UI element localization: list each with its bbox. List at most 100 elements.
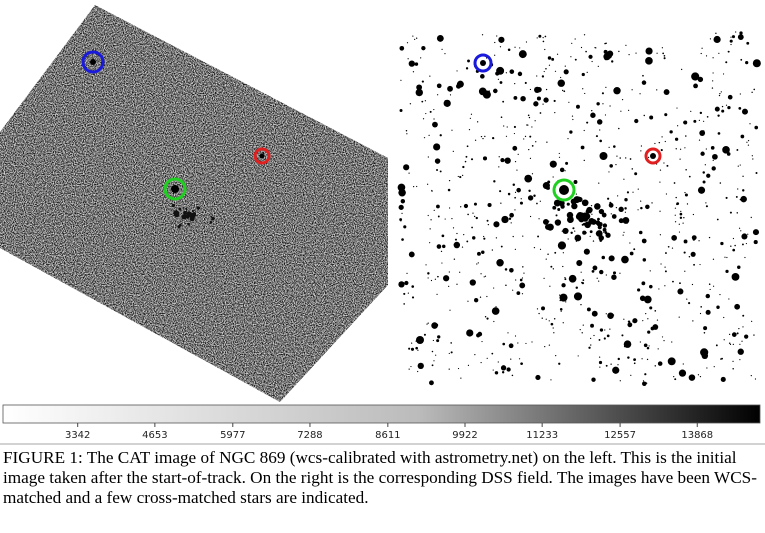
star (740, 58, 743, 61)
star (557, 241, 567, 250)
star (581, 72, 585, 77)
star (449, 94, 452, 96)
star (512, 183, 516, 187)
star (642, 258, 647, 262)
star (709, 288, 711, 291)
star (558, 152, 560, 155)
colorbar-tick-label: 11233 (526, 430, 558, 441)
star (690, 251, 696, 257)
star (723, 316, 725, 319)
dss-image (397, 30, 761, 387)
star (712, 153, 718, 160)
star (645, 57, 653, 65)
star (582, 88, 584, 90)
star (412, 71, 415, 73)
star (542, 103, 544, 105)
star (603, 49, 608, 54)
star (574, 230, 576, 232)
star (415, 346, 418, 350)
star (559, 308, 563, 311)
star (609, 201, 612, 204)
star (618, 127, 620, 130)
star (700, 348, 709, 357)
star (719, 293, 721, 296)
star (646, 346, 650, 350)
star (747, 144, 750, 146)
star (705, 293, 710, 299)
star (434, 158, 441, 164)
star (612, 366, 620, 374)
star (565, 301, 567, 303)
star (683, 120, 688, 125)
star (611, 214, 617, 219)
star (642, 381, 647, 387)
star (531, 145, 534, 147)
star (591, 213, 593, 215)
star (502, 342, 506, 346)
star (663, 162, 665, 164)
star (550, 379, 552, 381)
star (546, 141, 548, 143)
star (631, 89, 633, 91)
star (416, 84, 423, 91)
star (667, 357, 676, 366)
star (505, 72, 507, 74)
star (448, 271, 450, 273)
star (186, 211, 193, 218)
star (500, 202, 502, 204)
colorbar (2, 404, 761, 424)
star (629, 158, 632, 160)
star (581, 223, 584, 226)
star (480, 135, 483, 138)
star (753, 240, 758, 245)
star (497, 361, 499, 363)
star (667, 245, 670, 248)
star (740, 195, 747, 203)
star (728, 333, 731, 335)
star (510, 222, 512, 224)
star (609, 164, 613, 168)
star (561, 283, 566, 288)
star (493, 88, 498, 94)
star (699, 263, 701, 266)
star (518, 50, 527, 59)
star (605, 364, 608, 367)
star (529, 157, 532, 159)
star (679, 212, 683, 216)
star (580, 271, 582, 273)
star (628, 54, 630, 56)
star (610, 213, 612, 215)
star (542, 40, 545, 43)
star (501, 215, 509, 224)
star (708, 236, 711, 239)
star (623, 318, 625, 320)
star (745, 61, 749, 65)
star (411, 285, 415, 288)
star (698, 139, 701, 141)
star (683, 251, 686, 254)
star (554, 251, 557, 254)
star (493, 287, 495, 289)
star (618, 206, 624, 213)
star (522, 235, 524, 237)
star (410, 365, 412, 368)
star (739, 164, 741, 166)
star (711, 87, 714, 89)
star (425, 264, 427, 266)
star (430, 219, 432, 221)
star (209, 221, 213, 224)
star (623, 231, 625, 233)
star (408, 347, 411, 350)
star (517, 153, 519, 155)
star (574, 38, 576, 40)
star (577, 355, 579, 357)
star (531, 341, 533, 343)
star (484, 275, 487, 277)
star (486, 357, 488, 359)
star (421, 100, 424, 103)
star (427, 214, 429, 217)
star (664, 113, 668, 117)
star (721, 105, 724, 108)
star (599, 151, 608, 160)
star (525, 41, 528, 43)
